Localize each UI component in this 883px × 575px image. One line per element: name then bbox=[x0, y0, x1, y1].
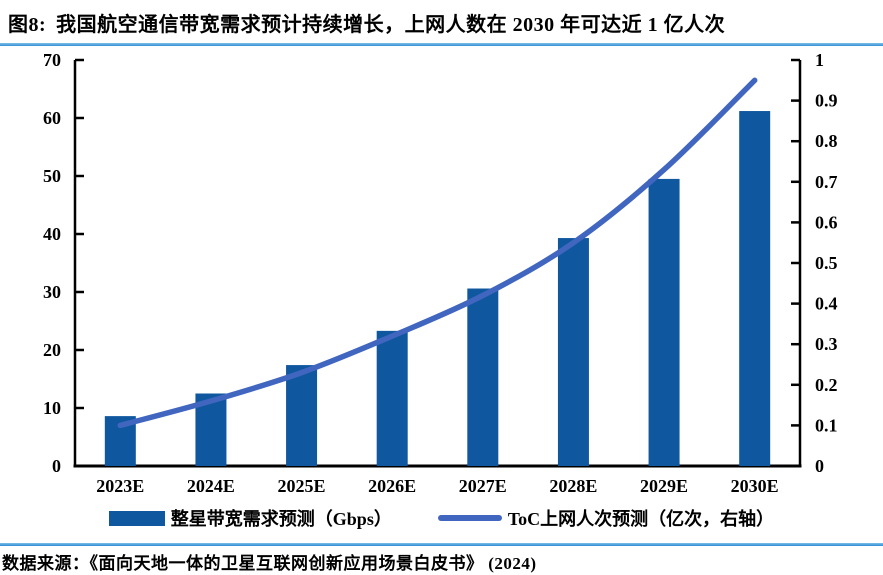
right-axis-tick-label: 0.1 bbox=[815, 415, 838, 435]
right-axis-tick-label: 0.5 bbox=[815, 253, 838, 273]
figure-title: 图8: 我国航空通信带宽需求预计持续增长，上网人数在 2030 年可达近 1 亿人… bbox=[0, 0, 883, 41]
data-source-note: 数据来源：《面向天地一体的卫星互联网创新应用场景白皮书》 (2024) bbox=[2, 554, 537, 573]
x-axis-category-label: 2030E bbox=[731, 476, 779, 496]
figure-number-label: 图8: bbox=[8, 14, 47, 36]
legend-label-bandwidth: 整星带宽需求预测（Gbps） bbox=[170, 509, 392, 529]
title-underline-rule bbox=[0, 43, 883, 46]
right-axis-tick-label: 0.7 bbox=[815, 172, 838, 192]
footer-divider-rule bbox=[0, 543, 883, 546]
figure-title-text: 我国航空通信带宽需求预计持续增长，上网人数在 2030 年可达近 1 亿人次 bbox=[56, 14, 726, 36]
legend-label-toc: ToC上网人次预测（亿次，右轴） bbox=[507, 509, 775, 529]
line-series-swatch bbox=[437, 515, 502, 521]
bar-2030E bbox=[739, 111, 771, 466]
bar-series-swatch bbox=[108, 510, 165, 526]
toc-trend-line bbox=[117, 77, 758, 429]
left-axis-tick-label: 10 bbox=[43, 398, 61, 418]
x-axis-category-label: 2026E bbox=[368, 476, 416, 496]
right-axis-tick-label: 1 bbox=[815, 50, 824, 70]
right-axis-tick-label: 0.4 bbox=[815, 294, 838, 314]
right-axis-tick-label: 0.6 bbox=[815, 212, 838, 232]
left-axis-tick-label: 20 bbox=[43, 340, 61, 360]
bar-2025E bbox=[286, 365, 318, 466]
bar-2029E bbox=[648, 178, 680, 466]
x-axis-category-label: 2023E bbox=[96, 476, 144, 496]
legend-item-toc-line: ToC上网人次预测（亿次，右轴） bbox=[437, 505, 775, 531]
x-axis-category-label: 2027E bbox=[459, 476, 507, 496]
left-axis-tick-label: 40 bbox=[43, 224, 61, 244]
right-axis-tick-label: 0.2 bbox=[815, 375, 838, 395]
combo-chart: 0 10 20 30 40 50 60 70 0 0.1 0.2 0.3 0.4 0.5 0.6 0.7 0.8… bbox=[0, 46, 883, 504]
x-axis-category-label: 2028E bbox=[549, 476, 597, 496]
bar-2027E bbox=[467, 288, 499, 466]
left-axis-tick-label: 30 bbox=[43, 282, 61, 302]
left-axis-tick-label: 50 bbox=[43, 166, 61, 186]
left-axis-tick-label: 60 bbox=[43, 108, 61, 128]
x-axis-category-label: 2029E bbox=[640, 476, 688, 496]
left-axis-tick-label: 0 bbox=[52, 456, 61, 476]
right-axis-tick-label: 0.9 bbox=[815, 91, 838, 111]
legend-item-bandwidth-bars: 整星带宽需求预测（Gbps） bbox=[108, 505, 392, 531]
right-axis-tick-label: 0.8 bbox=[815, 131, 838, 151]
right-axis-tick-label: 0 bbox=[815, 456, 824, 476]
chart-legend: 整星带宽需求预测（Gbps） ToC上网人次预测（亿次，右轴） bbox=[0, 505, 883, 531]
x-axis-category-label: 2025E bbox=[278, 476, 326, 496]
left-axis-tick-label: 70 bbox=[43, 50, 61, 70]
chart-canvas: 0 10 20 30 40 50 60 70 0 0.1 0.2 0.3 0.4 0.5 0.6 0.7 0.8… bbox=[43, 50, 838, 496]
bar-2028E bbox=[557, 238, 589, 466]
right-axis-tick-label: 0.3 bbox=[815, 334, 838, 354]
x-axis-category-label: 2024E bbox=[187, 476, 235, 496]
bar-2026E bbox=[376, 330, 408, 466]
